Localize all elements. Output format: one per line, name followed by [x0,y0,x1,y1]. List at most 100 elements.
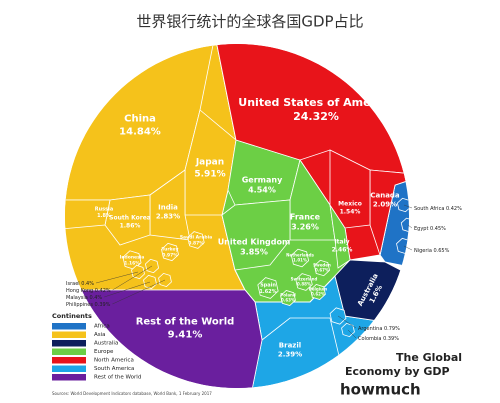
country-cell [295,273,313,291]
legend-label: Africa [94,324,110,330]
country-name: South Africa [414,206,444,212]
country-cell [310,284,326,300]
value-label: 1.01% [293,258,307,263]
country-label: Belgium [309,286,327,291]
country-label: Turkey [162,247,179,253]
country-label: Indonesia [120,255,145,261]
country-cell [257,277,279,299]
value-label: 2.46% [332,246,353,253]
value-label: 1.86% [120,222,141,229]
country-label: Philippines 0.39% [66,302,111,308]
value-label: 14.84% [119,127,161,138]
legend-swatch [52,323,86,330]
leader-line [403,245,413,251]
watermark-logo: howmuch [340,381,421,399]
value-label: 0.97% [162,252,178,258]
country-cell [314,259,330,277]
country-label: India [158,203,178,211]
value-label: 1.54% [340,208,361,215]
leader-line [347,329,357,339]
value-label: 0.67% [315,268,329,273]
country-label: United Kingdom [218,237,291,246]
country-label: Germany [242,175,283,184]
country-label: Netherlands [286,252,314,257]
leader-line [407,224,413,229]
labels: South Africa 0.42% Egypt 0.45% Nigeria 0.6… [66,96,462,359]
country-name: Malaysia [66,295,88,301]
leader-line [104,281,151,298]
legend-swatch [52,348,86,355]
country-label: Russia [95,206,113,212]
value-label: 0.87% [188,240,204,246]
value-label: 0.42% [446,206,462,212]
country-label: South Africa 0.42% [414,206,462,212]
watermark: Economy by GDP [345,365,450,378]
value-label: 0.4% [89,295,102,301]
country-label: South Korea [109,215,151,222]
country-label: Canada [370,191,400,199]
value-label: 2.39% [278,351,302,359]
country-cell [187,231,205,249]
country-label: Japan [195,158,224,168]
legend-label: South America [94,366,134,372]
legend-swatch [52,331,86,338]
legend-label: Europe [94,349,114,355]
leader-line [95,271,139,284]
legend-swatch [52,365,86,372]
country-name: Philippines [66,302,93,308]
value-label: 1.8% [97,213,111,219]
value-label: 3.26% [291,223,319,232]
value-label: 0.79% [384,326,400,332]
country-name: Argentina [358,326,382,332]
country-label: Poland [280,292,296,297]
value-label: 1.16% [124,260,140,266]
value-label: 0.4% [81,281,94,287]
country-label: Brazil [279,341,301,349]
value-label: 0.39% [95,302,111,308]
legend-label: Asia [94,332,106,338]
chart-title: 世界银行统计的全球各国GDP占比 [136,13,363,31]
country-label: Sweden [313,262,331,267]
value-label: 2.09% [373,201,397,209]
country-cell [290,248,310,268]
country-label: Switzerland [291,276,318,281]
country-label: Colombia 0.39% [358,336,399,342]
value-label: 0.65% [433,248,449,254]
country-label: Nigeria 0.65% [414,248,450,254]
value-label: 24.32% [293,110,339,123]
value-label: 9.41% [168,330,203,341]
country-cell [280,289,296,307]
legend-label: Rest of the World [94,375,141,381]
country-label: United States of America [238,96,393,109]
legend-swatch [52,357,86,364]
leader-line [112,265,153,291]
value-label: 0.63% [281,298,295,303]
legend-label: North America [94,358,134,364]
country-cell [65,199,111,231]
country-label: Hong Kong 0.42% [66,288,111,294]
value-label: 5.91% [194,169,225,179]
country-name: Israel [66,281,80,287]
country-label: Malaysia 0.4% [66,295,102,301]
value-label: 0.88% [297,282,311,287]
legend-title: Continents [52,312,92,320]
country-name: Egypt [414,226,428,232]
country-name: Nigeria [414,248,432,254]
country-label: Rest of the World [136,317,235,328]
legend-swatch [52,374,86,381]
legend-swatch [52,340,86,347]
country-label: Mexico [338,201,362,208]
country-label: France [290,212,321,221]
value-label: 0.62% [311,292,325,297]
value-label: 3.85% [240,248,268,257]
country-label: Spain [260,282,276,288]
source: Sources: World Development Indicators da… [52,391,212,396]
legend-label: Australia [94,341,118,347]
value-label: 0.45% [430,226,446,232]
country-name: Colombia [358,336,382,342]
leader-line [337,315,357,329]
country-cell [221,199,291,271]
value-label: 4.54% [248,186,276,195]
country-name: Hong Kong [66,288,93,294]
